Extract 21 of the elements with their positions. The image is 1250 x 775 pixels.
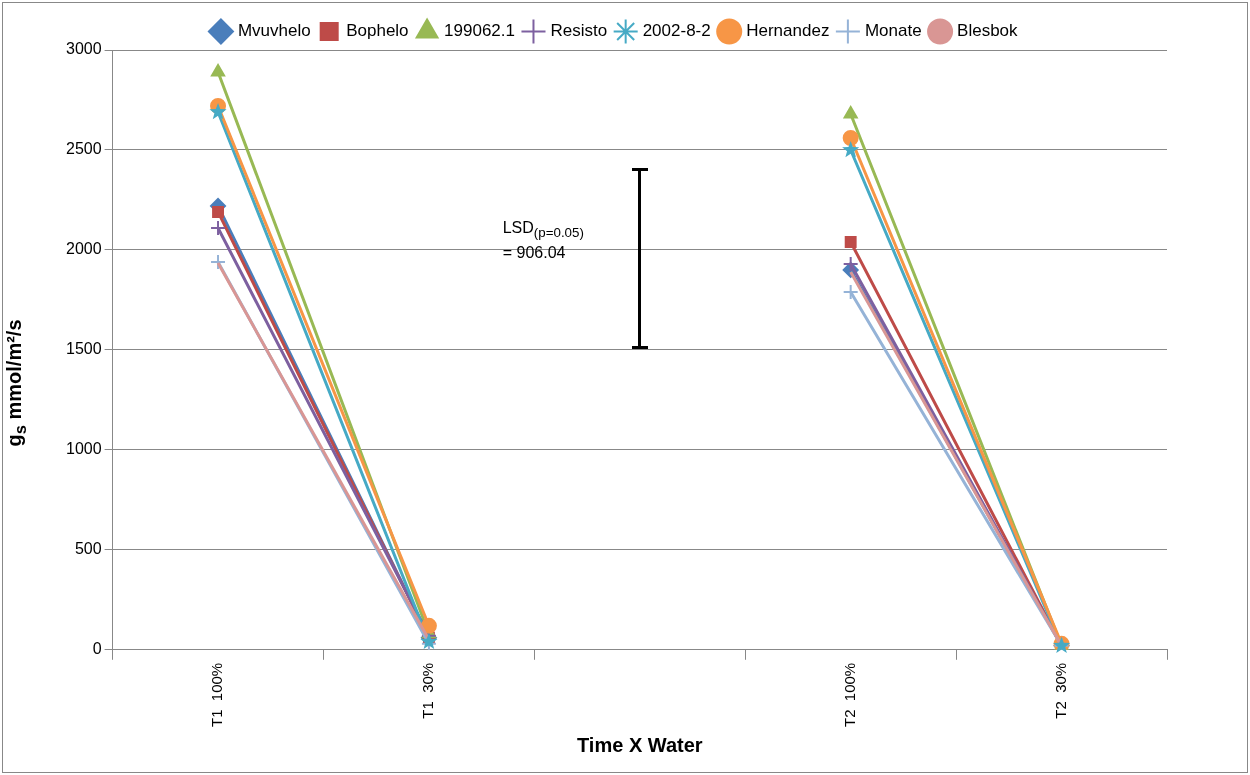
x-axis-title: Time X Water xyxy=(576,733,703,756)
legend-label: Monate xyxy=(864,21,922,41)
legend-label: Blesbok xyxy=(957,21,1019,41)
x-tick-label: T2 30% xyxy=(1051,662,1069,719)
legend-label: 199062.1 xyxy=(444,21,515,41)
x-tick-label: T1 30% xyxy=(419,662,437,719)
y-tick-label: 1500 xyxy=(66,340,102,358)
y-tick-label: 500 xyxy=(74,540,102,558)
legend-label: Bophelo xyxy=(346,21,409,41)
y-tick-label: 0 xyxy=(92,640,102,658)
annotation: LSD$_{(p=0.05)}$ = 906.04 xyxy=(502,217,585,264)
y-tick-label: 2500 xyxy=(66,140,102,158)
y-tick-label: 3000 xyxy=(66,40,102,58)
legend-label: Mvuvhelo xyxy=(237,21,311,41)
legend-label: Hernandez xyxy=(746,21,830,41)
x-tick-label: T1 100% xyxy=(208,662,226,728)
y-tick-label: 1000 xyxy=(66,440,102,458)
legend-label: Resisto xyxy=(550,21,608,41)
legend-label: 2002-8-2 xyxy=(642,21,711,41)
x-tick-label: T2 100% xyxy=(840,662,858,728)
y-tick-label: 2000 xyxy=(66,240,102,258)
